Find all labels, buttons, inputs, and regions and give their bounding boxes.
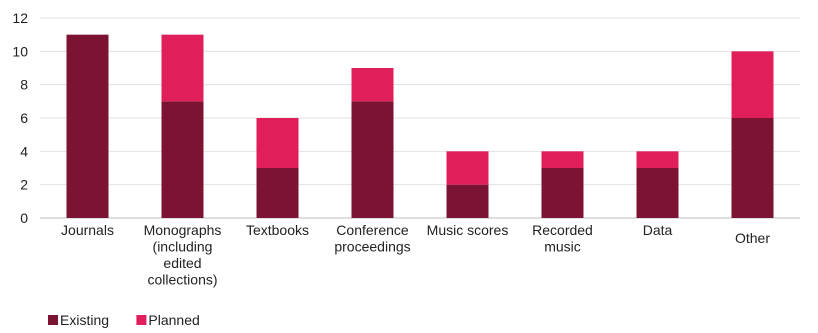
bar-existing <box>351 101 394 218</box>
x-tick-label: Conference proceedings <box>334 222 410 255</box>
x-tick-label: Data <box>643 222 673 238</box>
legend-label-existing: Existing <box>60 312 109 328</box>
y-axis: 0 2 4 6 8 10 12 <box>12 10 28 226</box>
y-tick-label: 6 <box>20 110 28 126</box>
bar-planned <box>351 68 394 102</box>
y-tick-label: 0 <box>20 210 28 226</box>
gridlines <box>40 17 800 219</box>
x-tick-label: Recorded music <box>532 222 593 255</box>
bar-planned <box>256 118 299 168</box>
y-tick-label: 10 <box>12 43 28 59</box>
bar-existing <box>66 34 109 218</box>
legend-swatch-planned <box>136 315 147 325</box>
y-tick-label: 4 <box>20 143 28 159</box>
bar-existing <box>541 168 584 218</box>
x-tick-label: Journals <box>61 222 114 238</box>
x-axis: Journals Monographs (including edited collec… <box>61 222 770 288</box>
x-tick-label: Textbooks <box>246 222 309 238</box>
legend-swatch-existing <box>48 315 58 325</box>
x-tick-label: Music scores <box>427 222 509 238</box>
y-tick-label: 2 <box>20 177 28 193</box>
legend: Existing Planned <box>48 312 200 328</box>
bar-existing <box>446 184 489 218</box>
x-tick-label: Monographs (including edited collections) <box>144 222 222 288</box>
bar-planned <box>636 151 679 168</box>
bar-existing <box>731 118 774 218</box>
bars <box>66 34 774 218</box>
bar-planned <box>161 34 204 102</box>
bar-existing <box>636 168 679 218</box>
bar-existing <box>161 101 204 218</box>
bar-planned <box>731 51 774 119</box>
x-tick-label: Other <box>735 230 770 246</box>
y-tick-label: 8 <box>20 77 28 93</box>
bar-planned <box>541 151 584 168</box>
bar-planned <box>446 151 489 185</box>
y-tick-label: 12 <box>12 10 28 26</box>
legend-label-planned: Planned <box>148 312 199 328</box>
bar-existing <box>256 168 299 218</box>
